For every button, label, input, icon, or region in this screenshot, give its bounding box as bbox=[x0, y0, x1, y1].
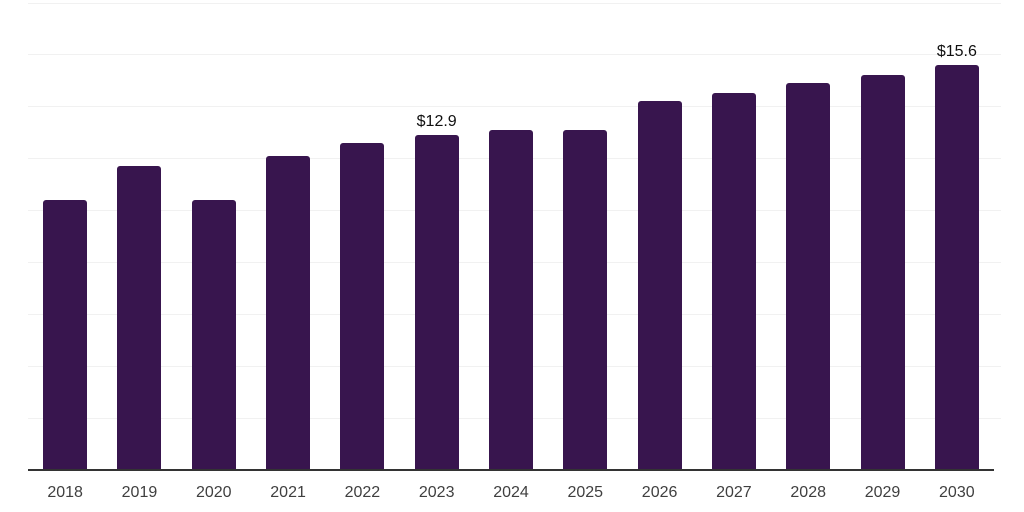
bar-2026 bbox=[637, 101, 682, 470]
x-tick-label-2026: 2026 bbox=[641, 484, 678, 501]
x-tick-label-2019: 2019 bbox=[121, 484, 158, 501]
x-tick-label-2020: 2020 bbox=[195, 484, 232, 501]
x-tick-label-2030: 2030 bbox=[939, 484, 975, 501]
x-tick-label-2025: 2025 bbox=[567, 484, 604, 501]
bar-2028 bbox=[786, 83, 831, 470]
x-tick-label-2024: 2024 bbox=[493, 484, 529, 501]
gridline-14 bbox=[28, 106, 1001, 108]
bar-2027 bbox=[711, 93, 756, 470]
gridline-18 bbox=[28, 2, 1001, 4]
x-tick-label-2022: 2022 bbox=[344, 484, 381, 501]
bar-2025 bbox=[563, 129, 608, 470]
x-tick-label-2023: 2023 bbox=[418, 484, 455, 501]
bar-2023 bbox=[414, 134, 459, 470]
bar-2022 bbox=[340, 142, 385, 470]
gridline-16 bbox=[28, 54, 1001, 56]
bar-2021 bbox=[266, 155, 311, 470]
bar-2018 bbox=[43, 199, 88, 470]
x-axis-line bbox=[28, 469, 994, 471]
bar-2030 bbox=[934, 64, 979, 470]
x-tick-label-2027: 2027 bbox=[716, 484, 752, 501]
bar-2029 bbox=[860, 75, 905, 470]
bar-2024 bbox=[489, 129, 533, 470]
bar-2019 bbox=[117, 166, 162, 470]
bar-2020 bbox=[191, 199, 236, 470]
x-tick-label-2028: 2028 bbox=[790, 484, 826, 501]
x-tick-label-2021: 2021 bbox=[270, 484, 306, 501]
data-label-2030: $15.6 bbox=[936, 42, 977, 60]
data-label-2023: $12.9 bbox=[416, 112, 457, 130]
x-tick-label-2018: 2018 bbox=[47, 484, 83, 501]
x-tick-label-2029: 2029 bbox=[864, 484, 901, 501]
